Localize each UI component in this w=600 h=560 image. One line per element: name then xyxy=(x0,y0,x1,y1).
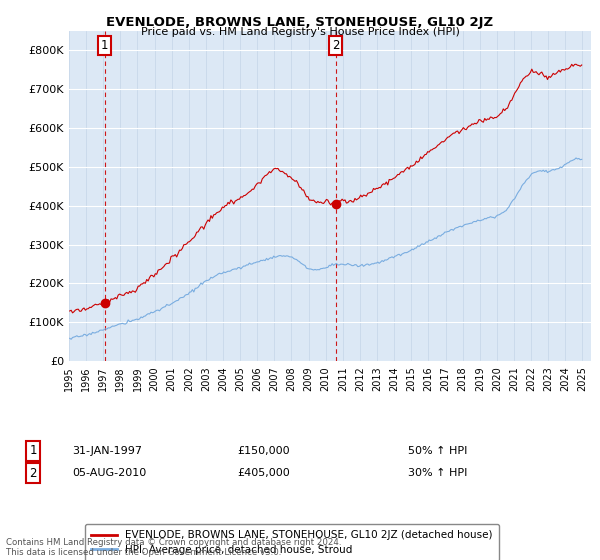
Text: 05-AUG-2010: 05-AUG-2010 xyxy=(72,468,146,478)
Text: £150,000: £150,000 xyxy=(238,446,290,456)
Text: 30% ↑ HPI: 30% ↑ HPI xyxy=(408,468,467,478)
Text: £405,000: £405,000 xyxy=(238,468,290,478)
Legend: EVENLODE, BROWNS LANE, STONEHOUSE, GL10 2JZ (detached house), HPI: Average price: EVENLODE, BROWNS LANE, STONEHOUSE, GL10 … xyxy=(85,524,499,560)
Text: 50% ↑ HPI: 50% ↑ HPI xyxy=(408,446,467,456)
Text: Contains HM Land Registry data © Crown copyright and database right 2024.
This d: Contains HM Land Registry data © Crown c… xyxy=(6,538,341,557)
Text: 1: 1 xyxy=(101,39,109,52)
Text: 31-JAN-1997: 31-JAN-1997 xyxy=(72,446,142,456)
Text: 2: 2 xyxy=(332,39,340,52)
Text: 2: 2 xyxy=(29,466,37,480)
Text: EVENLODE, BROWNS LANE, STONEHOUSE, GL10 2JZ: EVENLODE, BROWNS LANE, STONEHOUSE, GL10 … xyxy=(106,16,494,29)
Text: 1: 1 xyxy=(29,444,37,458)
Text: Price paid vs. HM Land Registry's House Price Index (HPI): Price paid vs. HM Land Registry's House … xyxy=(140,27,460,37)
